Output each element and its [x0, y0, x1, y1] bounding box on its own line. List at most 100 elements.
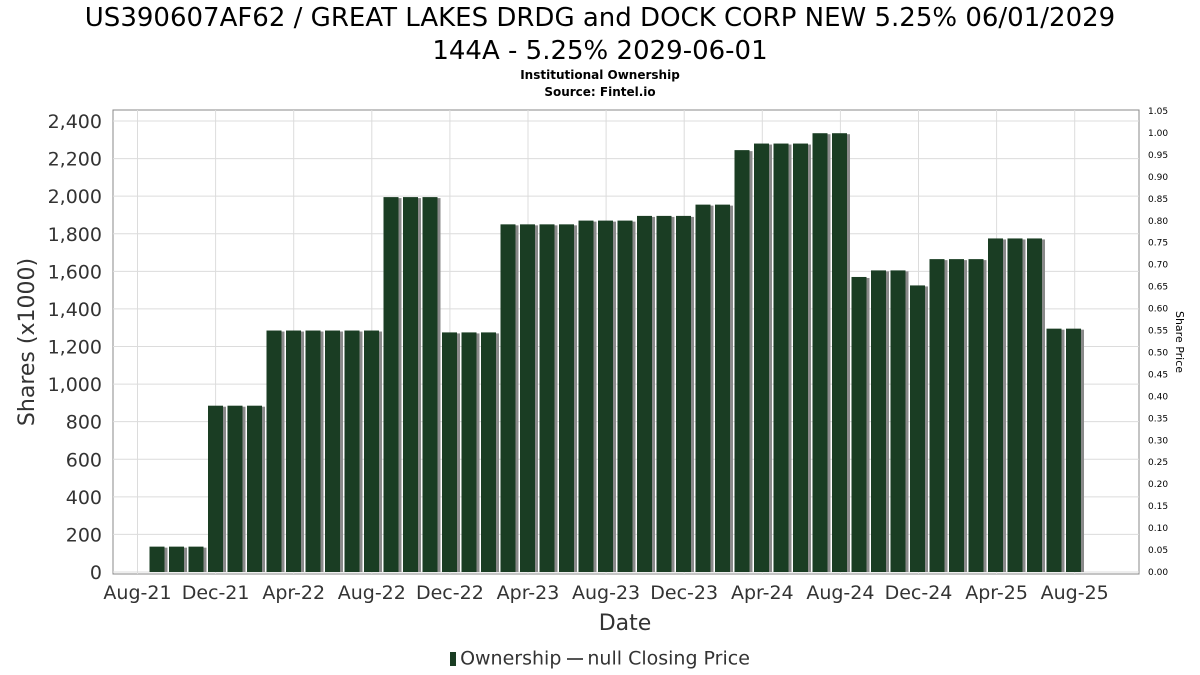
- x-tick-label: Aug-25: [1041, 582, 1109, 604]
- right-y-tick-label: 0.50: [1148, 348, 1168, 358]
- right-y-tick-label: 0.85: [1148, 195, 1168, 205]
- x-tick-label: Apr-22: [262, 582, 325, 604]
- ownership-bar: [442, 332, 457, 572]
- ownership-bar: [1066, 328, 1081, 572]
- ownership-bar: [1027, 238, 1042, 572]
- ownership-bar: [403, 197, 418, 572]
- ownership-bar: [344, 330, 360, 572]
- ownership-bar: [617, 220, 633, 573]
- y-tick-label: 0: [90, 562, 102, 584]
- y-tick-label: 1,000: [48, 374, 102, 396]
- right-y-tick-label: 0.65: [1148, 283, 1168, 293]
- chart-legend: Ownership null Closing Price: [0, 647, 1200, 670]
- ownership-bar: [832, 133, 847, 572]
- ownership-bar: [364, 330, 379, 572]
- ownership-bar: [481, 332, 496, 572]
- y-tick-label: 2,200: [48, 149, 102, 171]
- right-y-tick-label: 0.35: [1148, 414, 1168, 424]
- ownership-bar: [871, 270, 886, 572]
- ownership-bar: [500, 224, 516, 572]
- y-tick-label: 800: [66, 412, 102, 434]
- ownership-bar: [559, 224, 574, 572]
- right-y-tick-label: 1.05: [1148, 107, 1168, 117]
- right-y-tick-label: 0.25: [1148, 458, 1168, 468]
- legend-ownership-label: Ownership: [460, 647, 562, 670]
- ownership-bar: [676, 215, 691, 572]
- ownership-bar: [773, 143, 789, 573]
- right-y-tick-label: 0.15: [1148, 502, 1168, 512]
- x-tick-label: Dec-23: [650, 582, 718, 604]
- x-tick-label: Dec-21: [182, 582, 250, 604]
- x-axis-ticks: Aug-21 Dec-21 Apr-22 Aug-22 Dec-22 Apr-23 Aug-…: [103, 582, 1108, 604]
- x-tick-label: Aug-23: [572, 582, 640, 604]
- right-y-tick-label: 0.30: [1148, 436, 1168, 446]
- ownership-bar: [305, 330, 321, 572]
- ownership-bar: [188, 546, 204, 572]
- ownership-bar: [1007, 238, 1023, 572]
- ownership-bar: [539, 224, 555, 572]
- ownership-bar: [715, 204, 730, 572]
- ownership-bar: [598, 220, 613, 573]
- ownership-bar: [637, 215, 652, 572]
- right-y-tick-label: 0.10: [1148, 524, 1168, 534]
- ownership-bar: [578, 220, 594, 573]
- ownership-bar: [754, 143, 769, 573]
- x-tick-label: Apr-23: [497, 582, 560, 604]
- x-tick-label: Dec-22: [416, 582, 484, 604]
- ownership-bar: [734, 150, 750, 573]
- ownership-bar: [325, 330, 340, 572]
- x-tick-label: Aug-24: [806, 582, 874, 604]
- x-axis-title: Date: [599, 611, 652, 636]
- right-y-tick-label: 0.75: [1148, 239, 1168, 249]
- ownership-bar: [851, 276, 867, 572]
- right-y-tick-label: 0.70: [1148, 261, 1168, 271]
- right-y-tick-label: 0.80: [1148, 217, 1168, 227]
- y-axis-ticks: 0 200 400 600 800 1,000 1,200 1,400 1,600 1,800 2,…: [48, 111, 102, 584]
- ownership-bar: [910, 285, 925, 572]
- right-y-tick-label: 1.00: [1148, 129, 1168, 139]
- y-tick-label: 1,200: [48, 337, 102, 359]
- y-tick-label: 1,400: [48, 299, 102, 321]
- ownership-bar: [890, 270, 906, 572]
- x-tick-label: Aug-22: [338, 582, 406, 604]
- x-tick-label: Aug-21: [103, 582, 171, 604]
- ownership-bar: [968, 259, 984, 572]
- ownership-bar: [656, 215, 672, 572]
- right-y-tick-label: 0.90: [1148, 173, 1168, 183]
- ownership-bar: [208, 405, 223, 572]
- right-y-tick-label: 0.05: [1148, 546, 1168, 556]
- chart-source: Source: Fintel.io: [544, 85, 656, 99]
- y-tick-label: 2,400: [48, 111, 102, 133]
- x-tick-label: Apr-25: [965, 582, 1028, 604]
- ownership-bar: [461, 332, 477, 572]
- ownership-bar: [286, 330, 301, 572]
- ownership-bar: [247, 405, 262, 572]
- y-tick-label: 2,000: [48, 186, 102, 208]
- ownership-bar: [988, 238, 1003, 572]
- x-tick-label: Dec-24: [885, 582, 953, 604]
- ownership-bar: [383, 197, 399, 572]
- x-tick-label: Apr-24: [731, 582, 794, 604]
- legend-price-label: null Closing Price: [587, 647, 750, 670]
- right-y-tick-label: 0.40: [1148, 392, 1168, 402]
- chart-title-line1: US390607AF62 / GREAT LAKES DRDG and DOCK…: [84, 3, 1116, 33]
- right-y-tick-label: 0.95: [1148, 151, 1168, 161]
- legend-ownership-swatch: [450, 651, 457, 666]
- right-y-tick-label: 0.20: [1148, 480, 1168, 490]
- right-y-tick-label: 0.55: [1148, 327, 1168, 337]
- ownership-bar: [149, 546, 165, 572]
- legend-price-swatch: [567, 657, 584, 660]
- ownership-bar: [227, 405, 243, 572]
- ownership-bar: [949, 259, 964, 572]
- bar-series-ownership: [149, 133, 1084, 573]
- ownership-bar: [929, 259, 945, 572]
- right-y-tick-label: 0.00: [1148, 568, 1168, 578]
- y-axis-title: Shares (x1000): [15, 258, 40, 426]
- y-tick-label: 600: [66, 449, 102, 471]
- right-y-tick-label: 0.45: [1148, 370, 1168, 380]
- y-tick-label: 200: [66, 524, 102, 546]
- chart-subtitle: Institutional Ownership: [520, 68, 680, 82]
- ownership-bar: [266, 330, 282, 572]
- y-tick-label: 400: [66, 487, 102, 509]
